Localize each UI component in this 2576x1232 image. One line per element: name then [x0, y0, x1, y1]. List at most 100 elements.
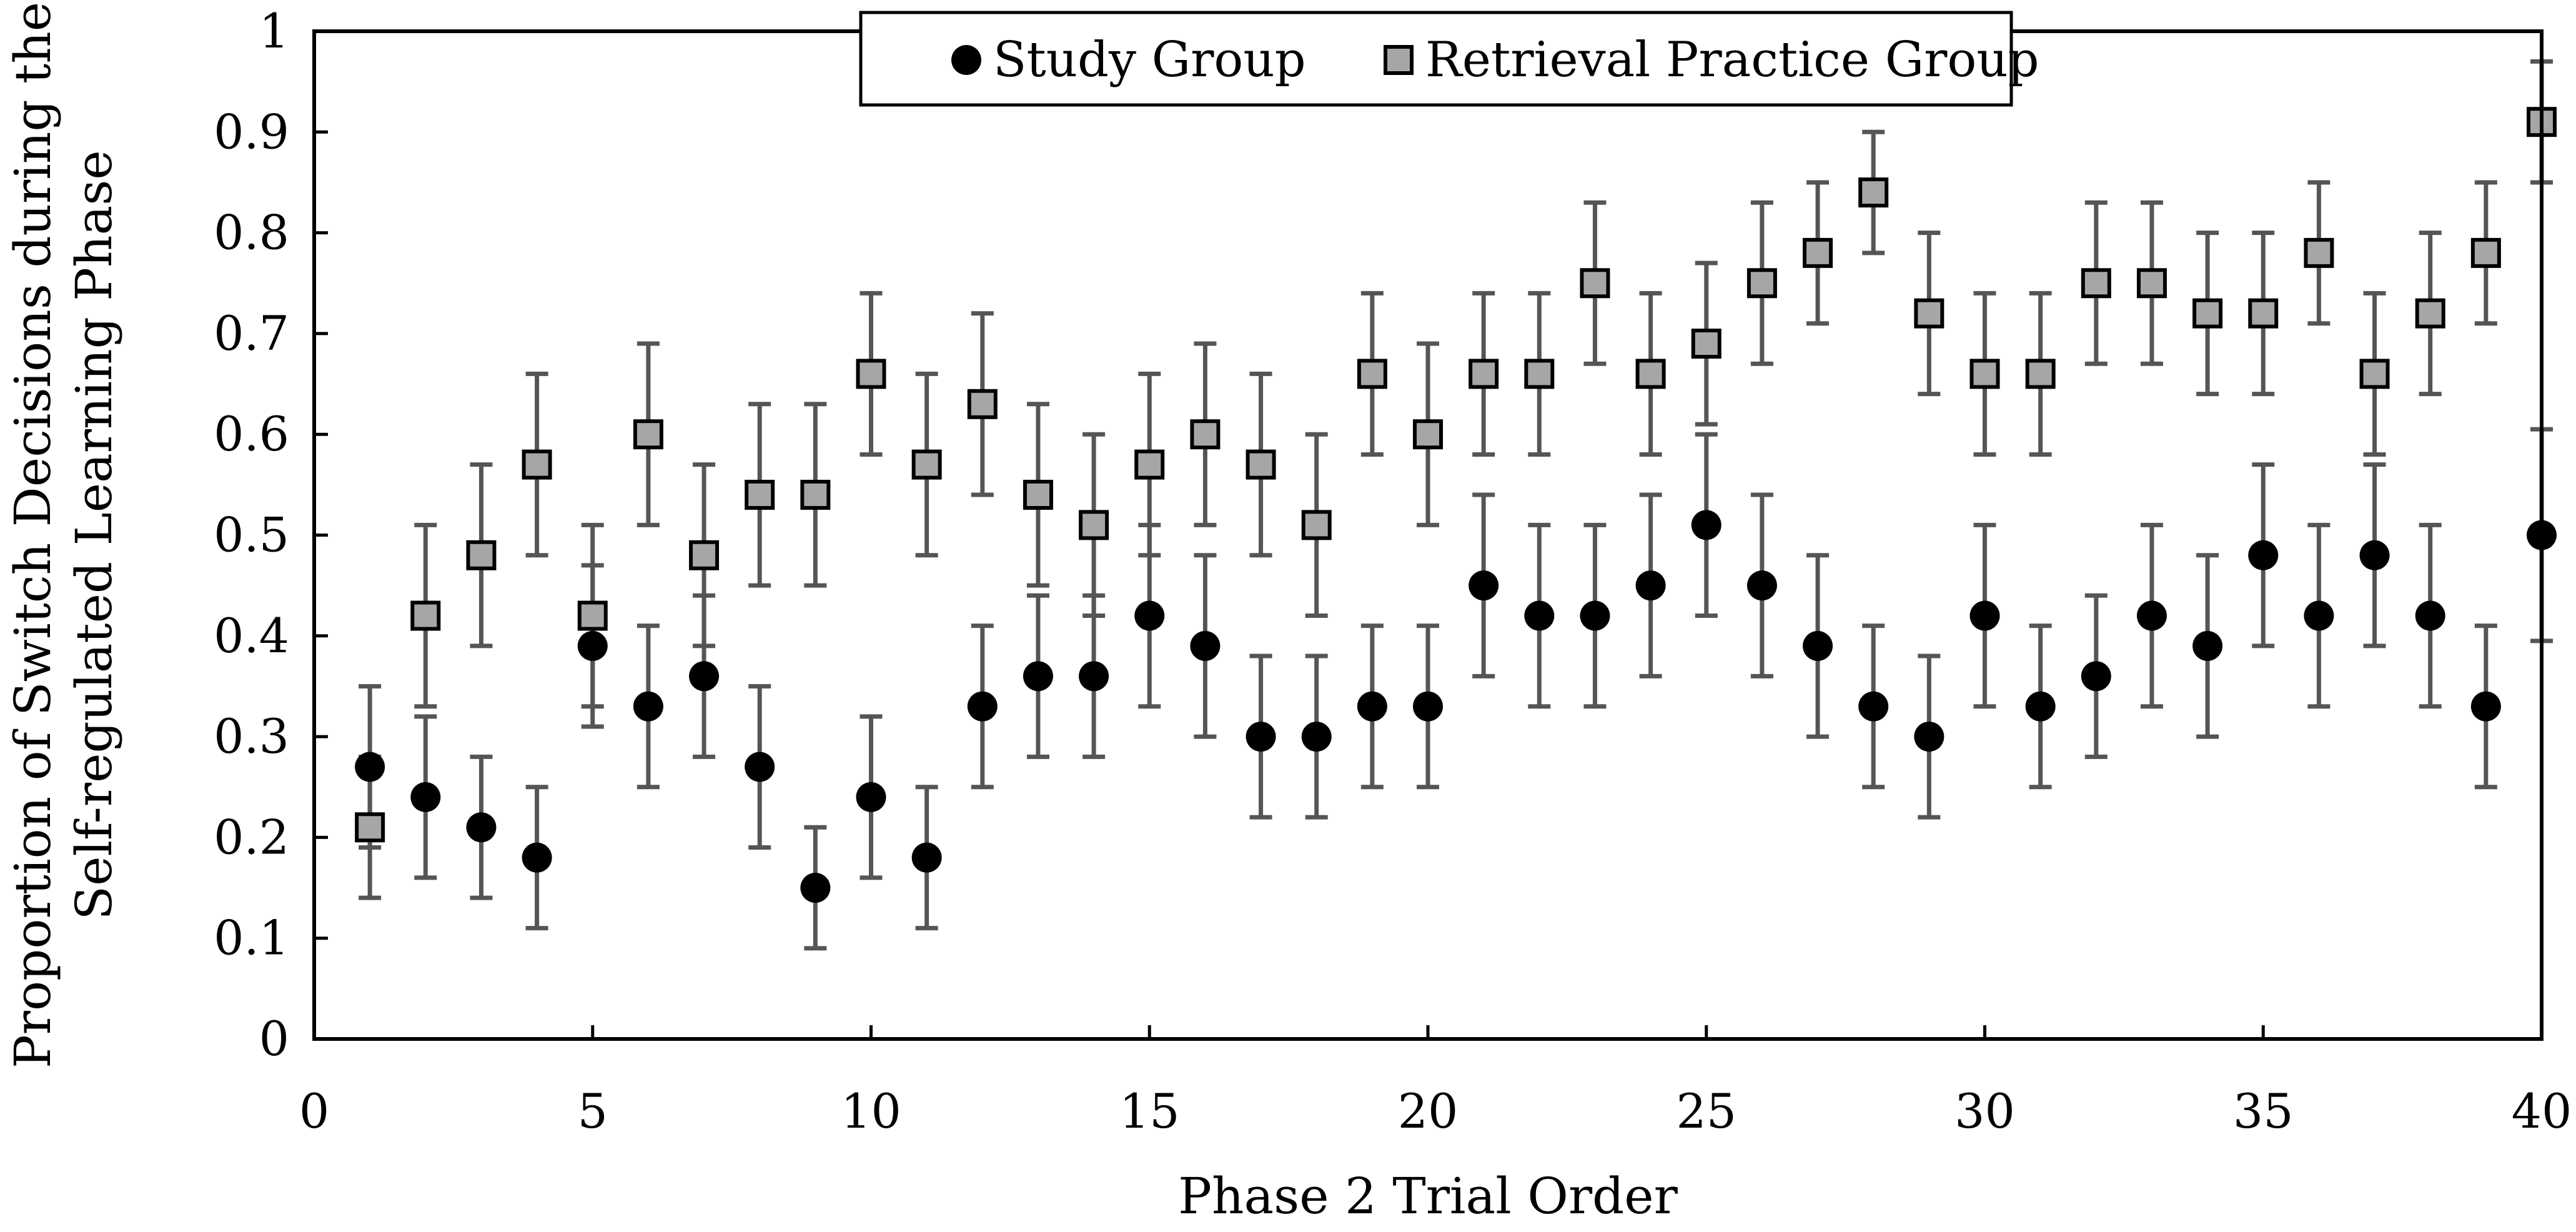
x-tick-label: 25	[1676, 1083, 1736, 1139]
legend-marker-study-group	[951, 45, 981, 75]
study-group-point	[2192, 630, 2223, 661]
retrieval-practice-point	[2304, 237, 2334, 268]
retrieval-practice-point	[1469, 359, 1499, 389]
retrieval-practice-point	[1190, 419, 1221, 450]
study-group-point	[1803, 630, 1833, 661]
y-axis-title: Proportion of Switch Decisions during th…	[4, 2, 123, 1068]
y-axis-title-line-2: Self-regulated Learning Phase	[65, 150, 123, 920]
retrieval-practice-point	[1969, 359, 2000, 389]
retrieval-practice-point	[1635, 359, 1666, 389]
study-group-point	[1524, 600, 1555, 631]
study-group-point	[1580, 600, 1610, 631]
retrieval-practice-point	[1079, 510, 1109, 540]
study-group-point	[577, 630, 608, 661]
study-group-point	[2081, 661, 2111, 692]
study-group-point	[1691, 510, 1721, 540]
study-group-point	[633, 691, 663, 722]
y-axis-title-line-1: Proportion of Switch Decisions during th…	[4, 2, 62, 1068]
y-tick-label: 0.2	[214, 809, 289, 865]
retrieval-practice-point	[1246, 449, 1276, 480]
error-bars-layer	[359, 59, 2553, 951]
y-tick-label: 0.4	[214, 608, 289, 663]
y-tick-label: 0.8	[214, 205, 289, 261]
study-group-point	[522, 842, 552, 873]
study-group-point	[1635, 570, 1666, 601]
retrieval-practice-point	[1301, 510, 1332, 540]
study-group-point	[1858, 691, 1889, 722]
study-group-point	[1301, 722, 1332, 752]
retrieval-practice-point	[1357, 359, 1387, 389]
x-tick-label: 35	[2233, 1083, 2294, 1139]
retrieval-practice-point	[911, 449, 942, 480]
x-tick-label: 5	[578, 1083, 608, 1139]
retrieval-practice-point	[522, 449, 552, 480]
retrieval-practice-point	[800, 479, 831, 510]
legend: Study Group Retrieval Practice Group	[859, 11, 2039, 107]
retrieval-practice-point	[577, 600, 608, 631]
y-tick-label: 0.3	[214, 708, 289, 764]
legend-label-retrieval-practice-group: Retrieval Practice Group	[1425, 32, 2039, 88]
y-tick-label: 0	[259, 1011, 289, 1066]
study-group-point	[2136, 600, 2167, 631]
study-group-point	[2359, 540, 2390, 570]
study-group-point	[745, 752, 775, 782]
retrieval-practice-point	[745, 479, 775, 510]
study-group-point	[1134, 600, 1165, 631]
x-tick-label: 20	[1398, 1083, 1459, 1139]
study-group-point	[1914, 722, 1944, 752]
study-group-point	[1079, 661, 1109, 692]
study-group-point	[2470, 691, 2501, 722]
retrieval-practice-point	[2192, 298, 2223, 329]
markers-layer	[355, 107, 2557, 903]
study-group-point	[689, 661, 720, 692]
y-tick-label: 0.9	[214, 104, 289, 159]
retrieval-practice-point	[2415, 298, 2445, 329]
legend-marker-retrieval-practice-group	[1384, 45, 1414, 75]
plot-area-frame	[312, 29, 2544, 1041]
y-tick-label: 1	[259, 3, 289, 59]
retrieval-practice-point	[967, 389, 998, 419]
x-tick-label: 30	[1954, 1083, 2015, 1139]
retrieval-practice-point	[2359, 359, 2390, 389]
study-group-point	[2415, 600, 2445, 631]
retrieval-practice-point	[689, 540, 720, 570]
x-tick-label: 0	[299, 1083, 329, 1139]
retrieval-practice-point	[2081, 268, 2111, 299]
retrieval-practice-point	[633, 419, 663, 450]
study-group-point	[1357, 691, 1387, 722]
retrieval-practice-point	[466, 540, 497, 570]
study-group-point	[410, 782, 441, 812]
retrieval-practice-point	[1691, 329, 1721, 359]
study-group-point	[967, 691, 998, 722]
retrieval-practice-point	[2248, 298, 2279, 329]
y-tick-label: 0.6	[214, 406, 289, 462]
x-tick-label: 10	[841, 1083, 901, 1139]
x-axis-ticks: 0 5 10 15 20 25 30 35 40	[299, 1025, 2572, 1139]
retrieval-practice-point	[355, 812, 385, 843]
legend-box	[859, 11, 2013, 107]
study-group-point	[1413, 691, 1443, 722]
retrieval-practice-point	[2470, 237, 2501, 268]
study-group-point	[355, 752, 385, 782]
retrieval-practice-point	[410, 600, 441, 631]
retrieval-practice-point	[2136, 268, 2167, 299]
y-tick-label: 0.5	[214, 507, 289, 563]
study-group-point	[1023, 661, 1053, 692]
retrieval-practice-point	[1746, 268, 1777, 299]
legend-label-study-group: Study Group	[993, 32, 1306, 88]
study-group-point	[1969, 600, 2000, 631]
y-tick-label: 0.1	[214, 910, 289, 966]
retrieval-practice-point	[1914, 298, 1944, 329]
y-tick-label: 0.7	[214, 306, 289, 361]
retrieval-practice-point	[1580, 268, 1610, 299]
study-group-point	[2304, 600, 2334, 631]
study-group-point	[466, 812, 497, 843]
retrieval-practice-point	[1413, 419, 1443, 450]
retrieval-practice-point	[1134, 449, 1165, 480]
retrieval-practice-point	[856, 359, 886, 389]
study-group-point	[800, 873, 831, 903]
retrieval-practice-point	[1524, 359, 1555, 389]
retrieval-practice-point	[1858, 177, 1889, 208]
